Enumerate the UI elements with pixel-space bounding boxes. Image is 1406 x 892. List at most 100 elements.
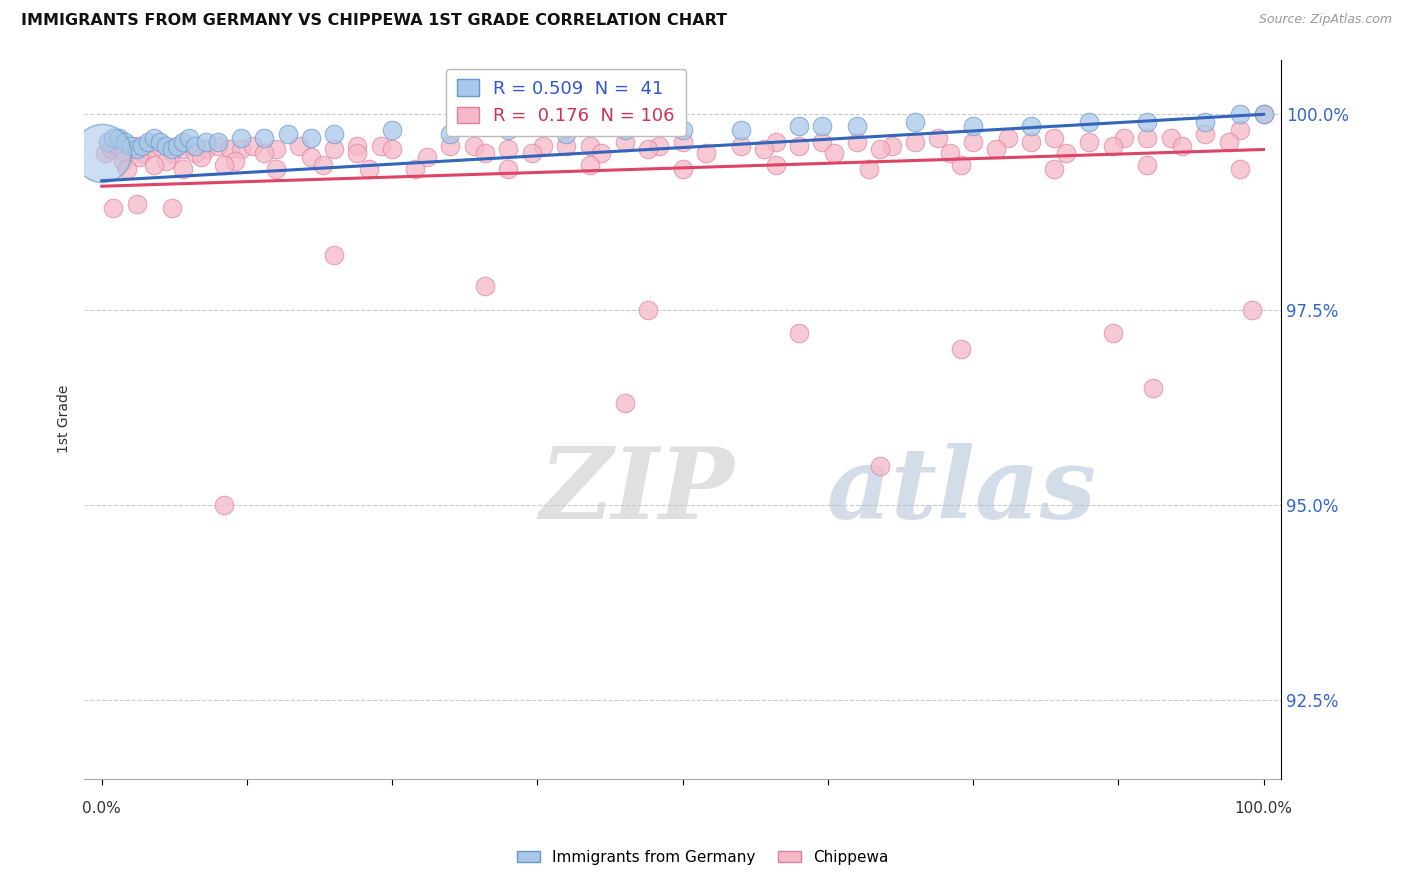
Point (184, 138, 207, 153)
Text: 0.0%: 0.0% (83, 800, 121, 815)
Point (100, 143, 122, 157)
Point (160, 146, 183, 161)
Point (323, 127, 346, 141)
Point (207, 138, 229, 153)
Point (695, 146, 717, 161)
Point (1054, 146, 1077, 161)
Point (1101, 326, 1123, 340)
Point (613, 396, 636, 410)
Point (172, 135, 194, 149)
Point (190, 150, 212, 164)
Point (962, 119, 984, 133)
Point (823, 146, 845, 161)
Point (439, 138, 461, 153)
Point (94, 146, 117, 161)
Point (986, 143, 1008, 157)
Point (765, 158, 787, 172)
Point (1019, 119, 1042, 133)
Point (845, 119, 868, 133)
Point (131, 138, 153, 153)
Point (172, 143, 194, 157)
Point (858, 161, 880, 176)
Point (613, 135, 636, 149)
Point (357, 161, 380, 176)
Point (136, 135, 159, 149)
Point (578, 138, 600, 153)
Point (950, 342, 973, 356)
Point (927, 130, 949, 145)
Point (253, 130, 276, 145)
Point (1194, 115, 1216, 129)
Point (752, 143, 775, 157)
Point (128, 150, 150, 164)
Point (869, 458, 891, 473)
Point (1229, 123, 1251, 137)
Point (498, 161, 520, 176)
Point (323, 143, 346, 157)
Point (555, 127, 578, 141)
Point (212, 158, 235, 172)
Point (253, 146, 276, 161)
Point (997, 130, 1019, 145)
Point (311, 158, 333, 172)
Text: Source: ZipAtlas.com: Source: ZipAtlas.com (1258, 13, 1392, 27)
Point (1136, 158, 1159, 172)
Point (1253, 107, 1275, 121)
Point (1194, 127, 1216, 141)
Point (346, 138, 368, 153)
Point (730, 138, 752, 153)
Point (1160, 130, 1182, 145)
Point (463, 138, 485, 153)
Point (787, 119, 810, 133)
Point (1142, 381, 1164, 395)
Point (242, 138, 264, 153)
Point (108, 130, 131, 145)
Point (172, 161, 194, 176)
Point (578, 158, 600, 172)
Point (1101, 138, 1123, 153)
Point (637, 302, 659, 317)
Text: ZIP: ZIP (538, 442, 734, 540)
Y-axis label: 1st Grade: 1st Grade (58, 385, 72, 453)
Point (904, 135, 927, 149)
Point (231, 130, 253, 145)
Point (177, 130, 200, 145)
Point (120, 138, 142, 153)
Point (869, 143, 891, 157)
Point (531, 138, 554, 153)
Point (195, 135, 218, 149)
Point (520, 146, 543, 161)
Point (117, 161, 139, 176)
Point (474, 146, 496, 161)
Point (370, 138, 392, 153)
Point (195, 143, 218, 157)
Point (474, 279, 496, 293)
Point (404, 161, 426, 176)
Point (103, 130, 125, 145)
Point (1171, 138, 1194, 153)
Point (1218, 135, 1240, 149)
Point (939, 146, 962, 161)
Point (1114, 130, 1136, 145)
Point (231, 143, 253, 157)
Point (114, 135, 136, 149)
Point (155, 154, 177, 169)
Point (498, 143, 520, 157)
Point (765, 135, 787, 149)
Point (149, 138, 172, 153)
Point (381, 123, 404, 137)
Point (143, 130, 166, 145)
Point (591, 146, 613, 161)
Point (555, 138, 578, 153)
Point (498, 123, 520, 137)
Point (1229, 161, 1251, 176)
Point (207, 135, 229, 149)
Point (136, 143, 159, 157)
Text: 100.0%: 100.0% (1234, 800, 1292, 815)
Point (439, 127, 461, 141)
Point (787, 138, 810, 153)
Point (613, 123, 636, 137)
Point (224, 154, 246, 169)
Point (1240, 302, 1263, 317)
Point (1229, 107, 1251, 121)
